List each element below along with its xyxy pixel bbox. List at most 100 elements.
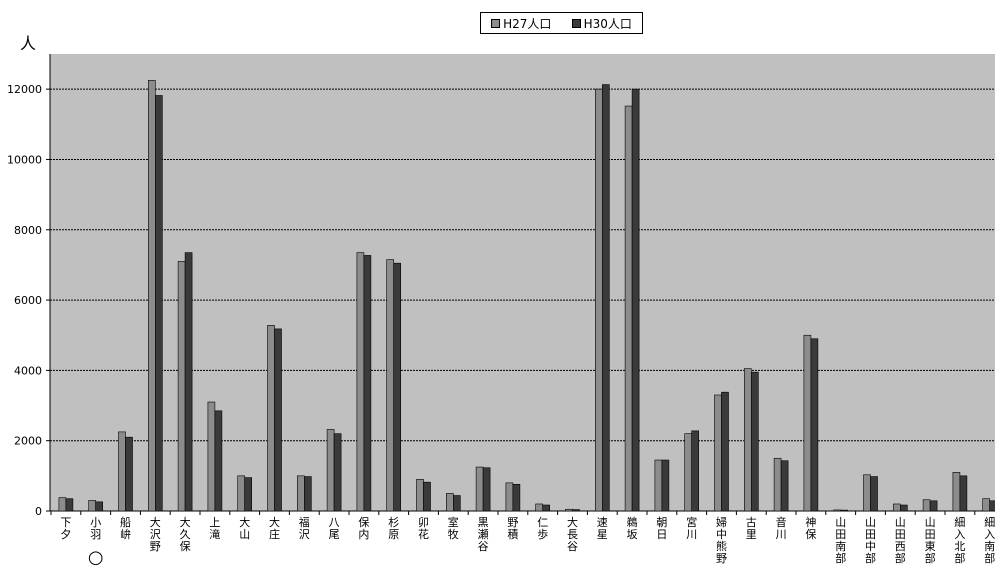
- x-tick-label: 杉原: [388, 515, 399, 541]
- bar-h27: [535, 503, 544, 512]
- y-tick-label: 0: [35, 505, 42, 518]
- x-tick-label: 室牧: [448, 515, 459, 541]
- bar-h27: [207, 401, 216, 512]
- bar-h27: [684, 433, 693, 512]
- bar-h30: [661, 459, 670, 512]
- annotation-circle: ○: [88, 547, 104, 565]
- bar-h27: [475, 466, 484, 512]
- bar-h27: [594, 88, 603, 512]
- legend-swatch-h27: [491, 18, 501, 28]
- bar-h30: [393, 262, 402, 512]
- x-tick-label: 大庄: [269, 515, 280, 541]
- legend-label-h27: H27人口: [503, 16, 552, 31]
- bar-h27: [922, 499, 931, 512]
- x-tick-label: 山田南部: [835, 516, 846, 565]
- x-tick-label: 鵜坂: [627, 515, 638, 541]
- bar-h30: [244, 477, 252, 512]
- bar-h30: [750, 371, 759, 512]
- bar-h27: [386, 259, 395, 512]
- bar-h27: [445, 493, 454, 512]
- bar-h30: [214, 410, 223, 512]
- bar-h30: [274, 328, 282, 512]
- x-tick-label: 小羽: [90, 516, 101, 541]
- bar-h27: [714, 394, 722, 512]
- x-tick-label: 速星: [597, 516, 608, 541]
- bar-h30: [959, 475, 968, 512]
- bar-h30: [333, 433, 342, 512]
- x-tick-label: 黒瀬谷: [478, 516, 489, 553]
- bar-h27: [416, 479, 424, 512]
- bar-h30: [184, 252, 193, 512]
- bar-h27: [118, 431, 126, 512]
- bar-h30: [155, 95, 163, 512]
- x-tick-label: 神保: [805, 515, 816, 541]
- x-tick-label: 大山: [239, 515, 250, 541]
- bar-h27: [58, 497, 67, 512]
- y-tick-label: 2000: [14, 435, 42, 448]
- bar-h27: [743, 368, 752, 512]
- bar-h30: [631, 88, 640, 512]
- bar-h30: [870, 476, 878, 512]
- bar-h27: [952, 472, 961, 512]
- x-tick-label: 大長谷: [567, 515, 578, 553]
- bar-h27: [148, 80, 156, 512]
- bar-h30: [721, 391, 729, 512]
- x-tick-label: 古里: [746, 516, 757, 541]
- x-tick-label: 山田東部: [925, 516, 936, 565]
- bar-h27: [863, 474, 871, 512]
- legend-item-h30: H30人口: [571, 15, 632, 32]
- x-tick-label: 福沢: [299, 515, 310, 541]
- x-tick-label: 山田中部: [865, 516, 876, 565]
- bar-h30: [989, 500, 995, 512]
- x-tick-label: 細入南部: [984, 516, 995, 565]
- x-tick-label: 音川: [776, 515, 787, 541]
- bar-h27: [356, 252, 365, 512]
- bar-h30: [303, 476, 312, 512]
- bar-h27: [296, 475, 305, 512]
- bar-h27: [565, 508, 573, 512]
- x-tick-label: 野積: [507, 516, 518, 541]
- bar-h27: [624, 105, 633, 512]
- chart-legend: H27人口 H30人口: [480, 12, 643, 34]
- bar-h30: [542, 504, 551, 512]
- bar-h27: [654, 459, 663, 512]
- x-tick-label: 大沢野: [150, 515, 161, 553]
- bar-h27: [177, 261, 186, 512]
- bar-h27: [892, 503, 901, 512]
- bar-h27: [505, 482, 514, 512]
- x-tick-label: 朝日: [656, 516, 667, 541]
- x-tick-label: 八尾: [329, 516, 340, 541]
- x-tick-label: 卯花: [418, 516, 429, 541]
- bar-h27: [833, 509, 842, 512]
- bar-h30: [780, 460, 789, 512]
- y-tick-label: 12000: [7, 83, 42, 96]
- bar-h27: [803, 334, 812, 512]
- x-tick-label: 仁歩: [537, 516, 548, 541]
- bar-h30: [125, 436, 133, 512]
- legend-label-h30: H30人口: [583, 16, 632, 31]
- bar-h27: [773, 457, 782, 512]
- bar-h27: [982, 498, 991, 512]
- bar-h30: [512, 483, 521, 512]
- bar-h30: [929, 500, 938, 512]
- bar-h30: [810, 338, 819, 512]
- bar-h30: [691, 430, 700, 512]
- bar-h27: [88, 500, 96, 512]
- bar-h27: [326, 429, 335, 512]
- x-tick-label: 山田西部: [895, 516, 906, 565]
- bar-h30: [482, 467, 491, 512]
- bar-h30: [840, 509, 849, 512]
- y-tick-label: 4000: [14, 364, 42, 377]
- y-axis-unit: 人: [20, 34, 37, 53]
- y-tick-label: 10000: [7, 153, 42, 166]
- x-tick-label: 船峅: [120, 515, 131, 541]
- bar-h30: [601, 84, 610, 512]
- x-tick-label: 細入北部: [954, 516, 965, 565]
- bar-h27: [237, 475, 245, 512]
- bar-h30: [423, 481, 431, 512]
- x-tick-label: 下夕: [60, 516, 71, 541]
- x-tick-label: 大久保: [180, 515, 191, 553]
- bar-h30: [899, 504, 908, 512]
- bar-h27: [267, 325, 275, 512]
